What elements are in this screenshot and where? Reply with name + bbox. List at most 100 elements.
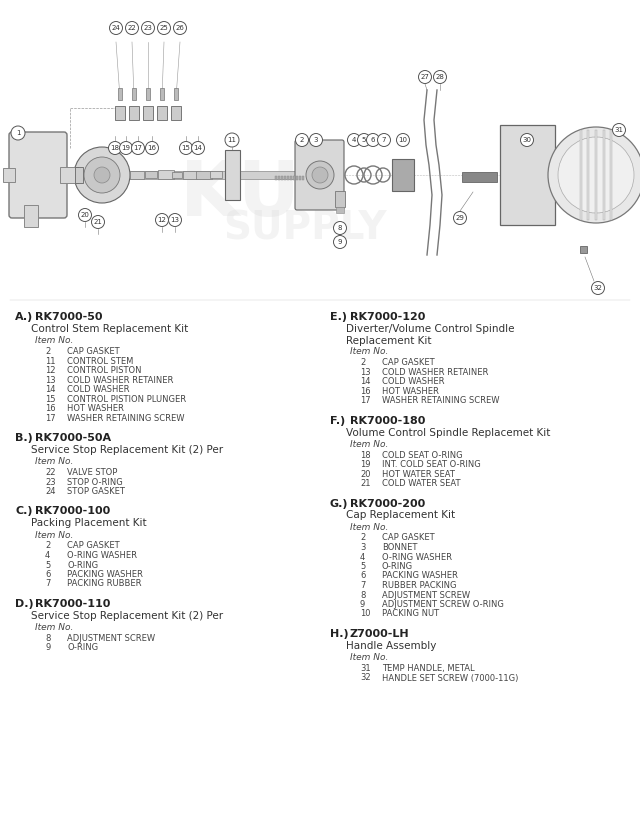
Circle shape: [74, 147, 130, 203]
Text: O-RING WASHER: O-RING WASHER: [67, 551, 137, 560]
Text: 5: 5: [360, 562, 365, 571]
Text: 14: 14: [360, 377, 371, 386]
Circle shape: [145, 142, 159, 154]
Text: 24: 24: [111, 25, 120, 31]
Text: 6: 6: [371, 137, 375, 143]
Text: HANDLE SET SCREW (7000-11G): HANDLE SET SCREW (7000-11G): [382, 674, 518, 682]
Text: 26: 26: [175, 25, 184, 31]
FancyBboxPatch shape: [295, 140, 344, 210]
Text: 30: 30: [522, 137, 531, 143]
Text: 29: 29: [456, 215, 465, 221]
Text: RK7000-50: RK7000-50: [35, 312, 102, 322]
Bar: [146, 88, 150, 100]
FancyBboxPatch shape: [9, 132, 67, 218]
Circle shape: [109, 22, 122, 34]
Text: 15: 15: [182, 145, 191, 151]
Text: 12: 12: [45, 366, 56, 375]
Text: Service Stop Replacement Kit (2) Per: Service Stop Replacement Kit (2) Per: [31, 445, 223, 455]
Text: CAP GASKET: CAP GASKET: [67, 347, 120, 356]
Text: 20: 20: [81, 212, 90, 218]
Text: INT. COLD SEAT O-RING: INT. COLD SEAT O-RING: [382, 460, 481, 469]
Text: 12: 12: [157, 217, 166, 223]
Text: Replacement Kit: Replacement Kit: [346, 336, 431, 346]
Text: 22: 22: [127, 25, 136, 31]
Bar: [160, 88, 164, 100]
Text: RK7000-100: RK7000-100: [35, 506, 110, 516]
Circle shape: [367, 133, 380, 147]
Text: 4: 4: [45, 551, 51, 560]
Circle shape: [125, 22, 138, 34]
Bar: [302, 176, 304, 180]
Text: 32: 32: [360, 674, 371, 682]
Text: 11: 11: [227, 137, 237, 143]
Circle shape: [92, 215, 104, 229]
Text: Item No.: Item No.: [350, 653, 388, 662]
Bar: [75, 171, 315, 179]
Text: Diverter/Volume Control Spindle: Diverter/Volume Control Spindle: [346, 324, 515, 334]
Text: 10: 10: [360, 610, 371, 619]
Text: CONTROL PISTION PLUNGER: CONTROL PISTION PLUNGER: [67, 394, 186, 404]
Text: 25: 25: [159, 25, 168, 31]
Text: 21: 21: [360, 479, 371, 488]
Text: 9: 9: [45, 644, 51, 652]
Text: CONTROL PISTON: CONTROL PISTON: [67, 366, 141, 375]
Text: 8: 8: [338, 225, 342, 231]
Text: Z7000-LH: Z7000-LH: [350, 629, 410, 639]
Text: 19: 19: [122, 145, 131, 151]
Text: ADJUSTMENT SCREW: ADJUSTMENT SCREW: [67, 634, 155, 643]
Circle shape: [397, 133, 410, 147]
Text: 9: 9: [338, 239, 342, 245]
Text: 7: 7: [381, 137, 387, 143]
Text: Service Stop Replacement Kit (2) Per: Service Stop Replacement Kit (2) Per: [31, 611, 223, 621]
Bar: [287, 176, 289, 180]
Bar: [580, 130, 582, 220]
Text: 2: 2: [300, 137, 304, 143]
Text: WASHER RETAINING SCREW: WASHER RETAINING SCREW: [67, 414, 184, 423]
Bar: [183, 171, 197, 179]
Text: Cap Replacement Kit: Cap Replacement Kit: [346, 510, 455, 520]
Text: 18: 18: [111, 145, 120, 151]
Circle shape: [310, 133, 323, 147]
Text: RK7000-110: RK7000-110: [35, 599, 110, 609]
Text: 3: 3: [360, 543, 365, 552]
Text: 7: 7: [45, 580, 51, 589]
Text: Volume Control Spindle Replacemet Kit: Volume Control Spindle Replacemet Kit: [346, 428, 550, 438]
Text: STOP O-RING: STOP O-RING: [67, 478, 123, 486]
Circle shape: [333, 235, 346, 249]
Circle shape: [306, 161, 334, 189]
Text: 18: 18: [360, 450, 371, 460]
Bar: [284, 176, 286, 180]
Bar: [462, 172, 497, 182]
Text: STOP GASKET: STOP GASKET: [67, 487, 125, 496]
Text: 17: 17: [45, 414, 56, 423]
Circle shape: [141, 22, 154, 34]
Text: HOT WASHER: HOT WASHER: [67, 404, 124, 413]
Text: Item No.: Item No.: [35, 530, 74, 540]
Text: 5: 5: [362, 137, 366, 143]
Circle shape: [84, 157, 120, 193]
Circle shape: [548, 127, 640, 223]
Circle shape: [612, 123, 625, 137]
Text: O-RING: O-RING: [382, 562, 413, 571]
Text: 14: 14: [45, 385, 56, 394]
Circle shape: [94, 167, 110, 183]
Bar: [24, 205, 38, 227]
Text: 1: 1: [16, 130, 20, 136]
Text: 7: 7: [360, 581, 365, 590]
Text: 2: 2: [45, 347, 51, 356]
Text: 14: 14: [193, 145, 202, 151]
Text: Packing Placement Kit: Packing Placement Kit: [31, 519, 147, 529]
Text: 4: 4: [352, 137, 356, 143]
Text: COLD WASHER RETAINER: COLD WASHER RETAINER: [67, 375, 173, 384]
Bar: [60, 167, 78, 183]
Circle shape: [348, 133, 360, 147]
Circle shape: [156, 214, 168, 227]
Circle shape: [131, 142, 145, 154]
Text: VALVE STOP: VALVE STOP: [67, 468, 117, 477]
Text: 20: 20: [360, 470, 371, 479]
Bar: [210, 171, 222, 178]
Bar: [143, 106, 153, 120]
Text: 32: 32: [593, 285, 602, 291]
Text: CAP GASKET: CAP GASKET: [67, 541, 120, 550]
Circle shape: [520, 133, 534, 147]
